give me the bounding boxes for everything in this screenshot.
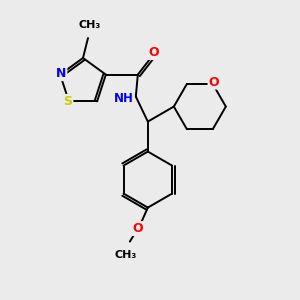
Text: NH: NH (114, 92, 134, 105)
Text: CH₃: CH₃ (79, 20, 101, 30)
Text: N: N (56, 67, 66, 80)
Text: CH₃: CH₃ (115, 250, 137, 260)
Text: S: S (63, 95, 72, 108)
Text: O: O (133, 222, 143, 235)
Text: O: O (148, 46, 159, 59)
Text: O: O (208, 76, 219, 88)
